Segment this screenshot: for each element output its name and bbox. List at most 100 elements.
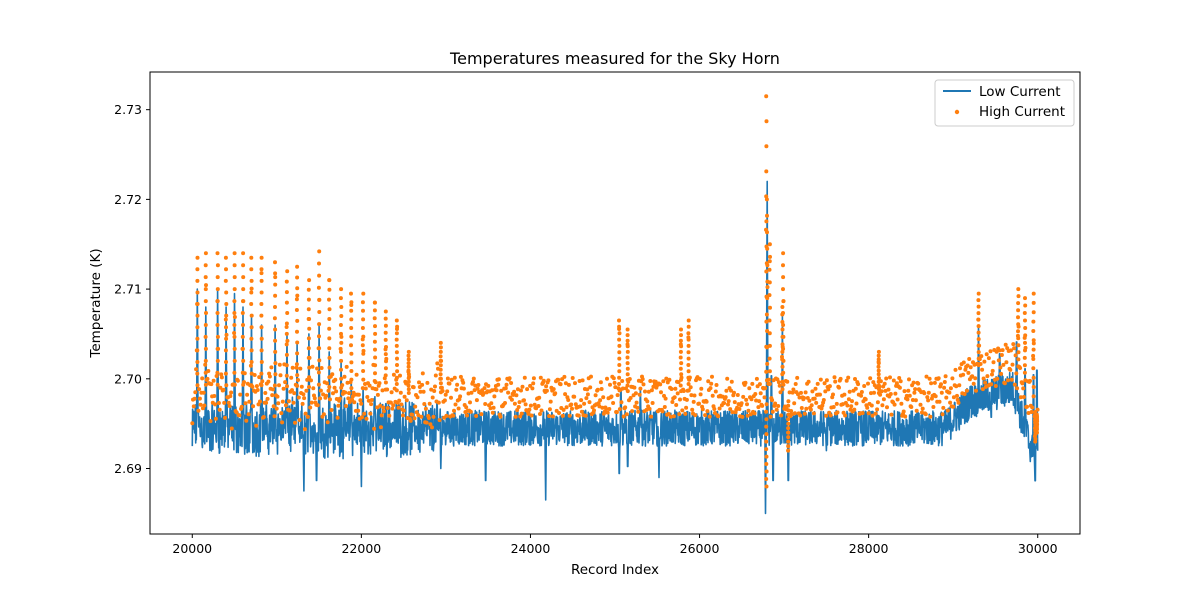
high-current-point xyxy=(780,387,785,392)
high-current-point xyxy=(249,348,254,353)
high-current-point xyxy=(723,395,728,400)
high-current-point xyxy=(899,401,904,406)
high-current-point xyxy=(942,380,947,384)
high-current-point xyxy=(726,399,731,404)
high-current-point xyxy=(698,392,703,397)
high-current-point xyxy=(272,383,277,388)
high-current-point xyxy=(1031,353,1036,358)
high-current-point xyxy=(810,389,815,394)
legend: Low Current High Current xyxy=(934,79,1075,127)
high-current-point xyxy=(429,387,434,392)
high-current-point xyxy=(247,399,252,404)
high-current-point xyxy=(918,402,923,407)
high-current-point xyxy=(985,374,990,379)
high-current-point xyxy=(764,462,769,466)
high-current-point xyxy=(339,305,344,309)
high-current-point xyxy=(300,401,305,406)
high-current-point xyxy=(406,383,411,388)
y-tick-label: 2.73 xyxy=(114,102,142,117)
high-current-point xyxy=(982,359,987,364)
high-current-point xyxy=(551,387,556,392)
high-current-point xyxy=(764,424,769,429)
high-current-point xyxy=(344,364,349,369)
high-current-point xyxy=(240,370,245,375)
high-current-point xyxy=(507,376,512,381)
high-current-point xyxy=(635,405,640,410)
high-current-point xyxy=(464,405,469,410)
high-current-point xyxy=(767,267,772,272)
high-current-point xyxy=(1031,329,1036,333)
high-current-point xyxy=(764,119,769,124)
high-current-point xyxy=(249,290,254,295)
high-current-point xyxy=(438,363,443,368)
x-tick-label: 22000 xyxy=(341,541,381,556)
high-current-point xyxy=(612,380,617,385)
high-current-point xyxy=(202,403,207,408)
high-current-point xyxy=(523,402,528,407)
high-current-point xyxy=(327,336,332,341)
high-current-point xyxy=(402,394,407,399)
high-current-point xyxy=(466,391,471,396)
high-current-point xyxy=(776,404,781,408)
high-current-point xyxy=(373,371,377,376)
high-current-point xyxy=(953,367,958,372)
high-current-point xyxy=(226,400,231,405)
high-current-point xyxy=(668,414,673,419)
high-current-point xyxy=(883,388,888,393)
high-current-point xyxy=(1014,371,1019,376)
high-current-point xyxy=(799,406,804,410)
high-current-point xyxy=(266,379,271,384)
high-current-point xyxy=(609,394,614,399)
high-current-point xyxy=(361,348,366,353)
high-current-point xyxy=(637,392,642,397)
high-current-point xyxy=(223,348,228,353)
high-current-point xyxy=(399,402,404,407)
high-current-point xyxy=(321,412,326,417)
high-current-point xyxy=(697,376,702,381)
high-current-point xyxy=(765,285,770,290)
high-current-point xyxy=(195,302,200,306)
high-current-point xyxy=(203,346,208,351)
high-current-point xyxy=(287,408,292,413)
high-current-point xyxy=(781,287,785,292)
high-current-point xyxy=(516,405,521,409)
high-current-point xyxy=(461,386,466,391)
high-current-point xyxy=(649,414,654,419)
high-current-point xyxy=(232,323,237,327)
high-current-point xyxy=(1031,291,1036,296)
high-current-point xyxy=(625,338,630,343)
high-current-point xyxy=(531,376,536,381)
high-current-point xyxy=(976,324,981,329)
high-current-point xyxy=(260,379,265,384)
high-current-point xyxy=(241,275,246,280)
high-current-point xyxy=(767,259,772,264)
high-current-point xyxy=(324,393,329,398)
high-current-point xyxy=(859,393,864,398)
high-current-point xyxy=(1031,366,1036,371)
high-current-point xyxy=(764,469,769,474)
high-current-point xyxy=(453,402,458,407)
high-current-point xyxy=(273,293,278,298)
high-current-point xyxy=(991,360,996,365)
y-axis: 2.69 2.70 2.71 2.72 2.73 xyxy=(114,102,150,476)
high-current-point xyxy=(412,416,417,421)
high-current-point xyxy=(712,407,717,411)
high-current-point xyxy=(465,413,469,418)
high-current-point xyxy=(346,396,351,401)
high-current-point xyxy=(367,383,372,388)
high-current-point xyxy=(556,377,561,382)
high-current-point xyxy=(827,384,832,389)
high-current-point xyxy=(494,388,499,393)
high-current-point xyxy=(859,390,864,394)
high-current-point xyxy=(302,427,307,432)
high-current-point xyxy=(215,370,220,375)
high-current-point xyxy=(1031,357,1036,361)
high-current-point xyxy=(259,336,264,341)
legend-label-low-current: Low Current xyxy=(979,84,1061,100)
high-current-point xyxy=(943,374,948,379)
high-current-point xyxy=(894,381,899,386)
high-current-point xyxy=(284,321,289,326)
high-current-point xyxy=(229,426,234,431)
high-current-point xyxy=(295,340,300,345)
high-current-point xyxy=(1031,300,1036,305)
